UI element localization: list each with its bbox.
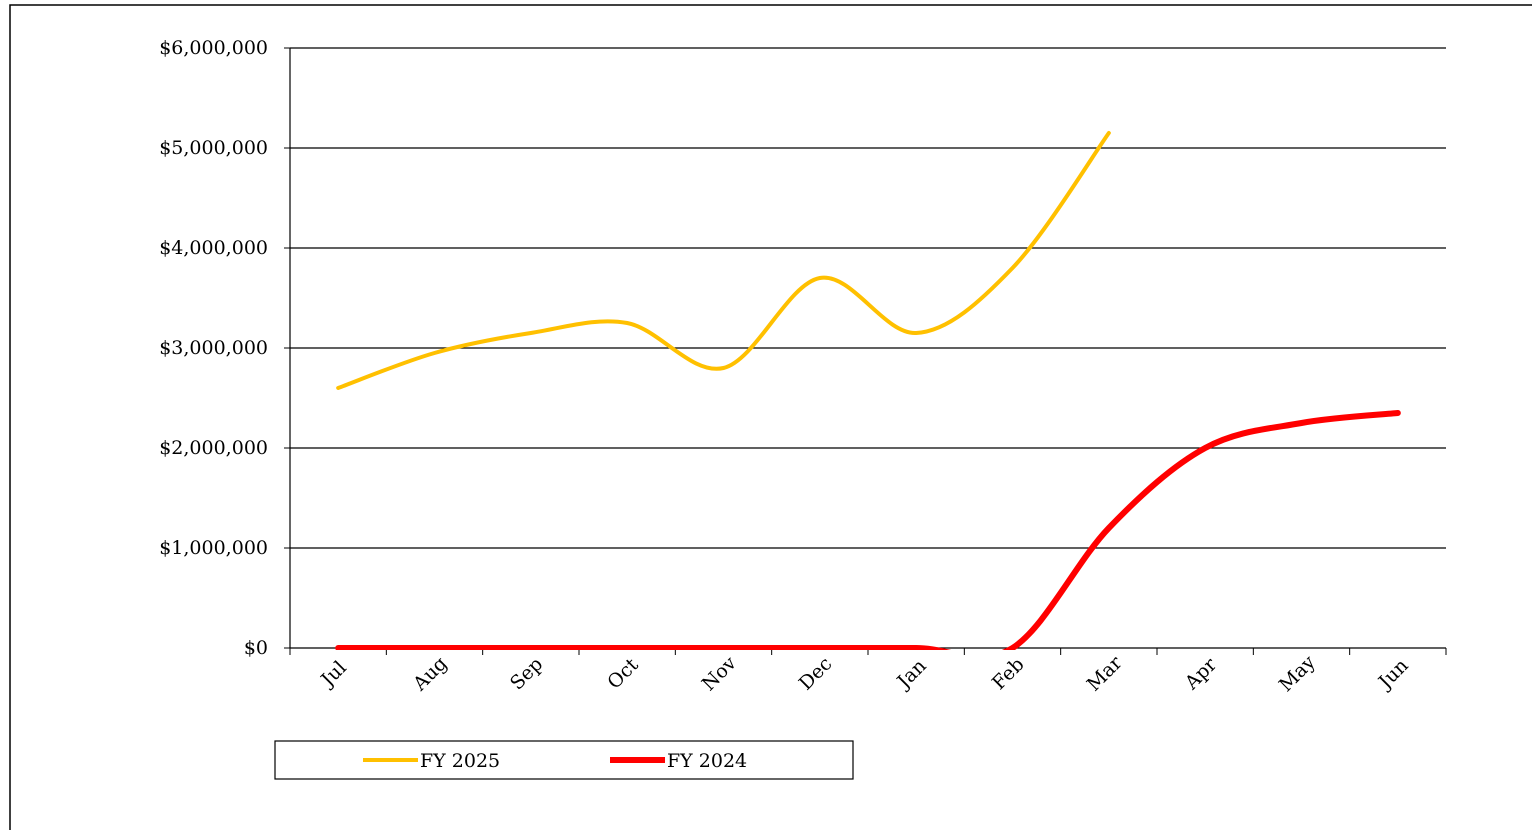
y-tick-label: $0 [244,637,268,659]
series-line [336,131,1111,390]
y-tick-label: $3,000,000 [159,337,268,359]
y-tick-label: $6,000,000 [159,37,268,59]
legend-label: FY 2025 [420,750,500,772]
series-line [335,410,1401,650]
legend-box [274,740,854,780]
chart-frame [9,4,1532,830]
legend-label: FY 2024 [667,750,747,772]
y-tick-label: $4,000,000 [159,237,268,259]
y-tick-label: $5,000,000 [159,137,268,159]
y-tick-label: $1,000,000 [159,537,268,559]
y-tick-label: $2,000,000 [159,437,268,459]
